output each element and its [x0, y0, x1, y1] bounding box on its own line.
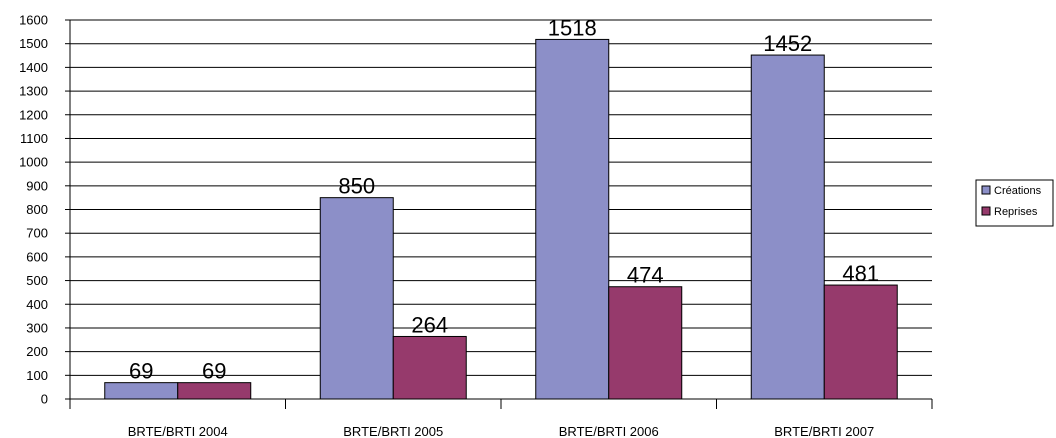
legend-swatch [981, 206, 991, 216]
x-tick-label: BRTE/BRTI 2006 [559, 424, 659, 438]
y-tick-label: 1400 [19, 60, 48, 75]
data-label: 1518 [548, 15, 597, 40]
y-tick-label: 100 [26, 368, 48, 383]
x-tick-label: BRTE/BRTI 2005 [343, 424, 443, 438]
x-tick-label: BRTE/BRTI 2004 [128, 424, 228, 438]
y-tick-label: 300 [26, 320, 48, 335]
y-tick-label: 1600 [19, 13, 48, 28]
y-tick-label: 1200 [19, 107, 48, 122]
x-tick-label: BRTE/BRTI 2007 [774, 424, 874, 438]
data-label: 69 [129, 359, 153, 384]
y-tick-label: 400 [26, 297, 48, 312]
data-label: 69 [202, 359, 226, 384]
bars [104, 38, 898, 400]
y-tick-label: 900 [26, 178, 48, 193]
bar-reprises-1 [392, 335, 467, 400]
bar-creations-3 [750, 54, 825, 400]
y-tick-label: 1000 [19, 155, 48, 170]
data-label: 1452 [763, 31, 812, 56]
legend-label: Reprises [994, 206, 1038, 218]
data-label: 474 [627, 263, 664, 288]
legend: Créations Reprises [975, 179, 1054, 227]
bar-reprises-0 [177, 382, 252, 400]
bar-reprises-2 [608, 286, 683, 400]
bar-creations-1 [319, 197, 394, 400]
y-tick-label: 200 [26, 344, 48, 359]
legend-label: Créations [994, 185, 1042, 197]
y-tick-label: 1300 [19, 84, 48, 99]
legend-swatch [981, 185, 991, 195]
y-tick-label: 500 [26, 273, 48, 288]
y-tick-label: 1100 [20, 131, 48, 146]
axes [65, 19, 933, 409]
data-label: 264 [411, 312, 448, 337]
data-labels: 69 69 850 264 1518 474 1452 481 [129, 15, 879, 383]
x-tick-labels: BRTE/BRTI 2004 BRTE/BRTI 2005 BRTE/BRTI 20… [128, 424, 874, 438]
bar-reprises-3 [823, 284, 898, 400]
bar-creations-2 [535, 38, 610, 400]
y-tick-label: 700 [26, 226, 48, 241]
y-tick-label: 800 [26, 202, 48, 217]
data-label: 481 [842, 261, 879, 286]
data-label: 850 [338, 174, 375, 199]
y-tick-label: 600 [26, 249, 48, 264]
y-tick-label: 1500 [19, 36, 48, 51]
y-tick-label: 0 [41, 392, 48, 407]
bar-creations-0 [104, 382, 179, 400]
y-tick-labels: 0 100 200 300 400 500 600 700 800 900 1000 1100 1200… [19, 13, 48, 407]
